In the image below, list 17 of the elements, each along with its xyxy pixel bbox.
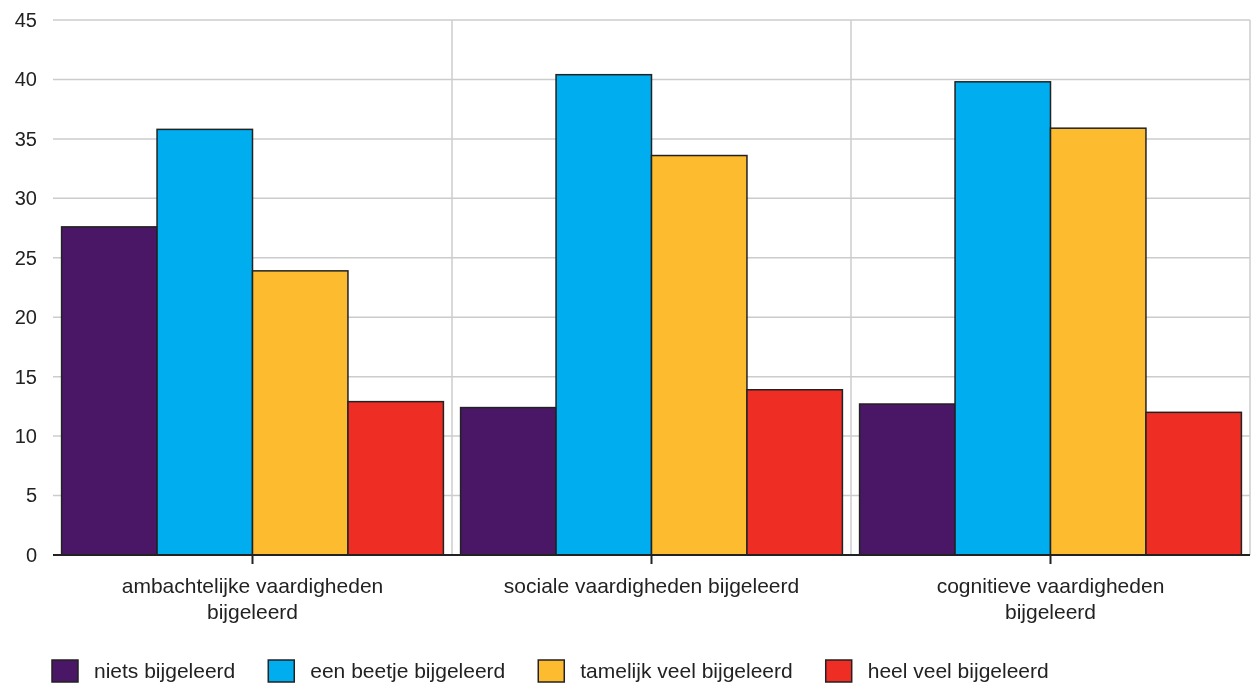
- y-tick-label: 25: [14, 246, 37, 269]
- y-tick-label: 35: [14, 127, 37, 150]
- y-tick-label: 30: [14, 187, 37, 210]
- y-tick-label: 40: [14, 68, 37, 91]
- y-tick-label: 5: [25, 484, 37, 507]
- legend-label: niets bijgeleerd: [94, 659, 236, 683]
- legend-label: heel veel bijgeleerd: [867, 659, 1049, 683]
- legend-label: tamelijk veel bijgeleerd: [580, 659, 793, 683]
- y-tick-label: 0: [25, 543, 37, 566]
- y-tick-label: 20: [14, 306, 37, 329]
- y-tick-label: 15: [14, 365, 37, 388]
- y-tick-label: 45: [14, 8, 37, 31]
- x-tick-label: sociale vaardigheden bijgeleerd: [503, 573, 800, 597]
- x-tick-label: ambachtelijke vaardigheden bijgeleerd: [121, 573, 384, 624]
- x-tick-label: cognitieve vaardigheden bijgeleerd: [936, 573, 1165, 624]
- y-tick-label: 10: [14, 425, 37, 448]
- legend-label: een beetje bijgeleerd: [310, 659, 506, 683]
